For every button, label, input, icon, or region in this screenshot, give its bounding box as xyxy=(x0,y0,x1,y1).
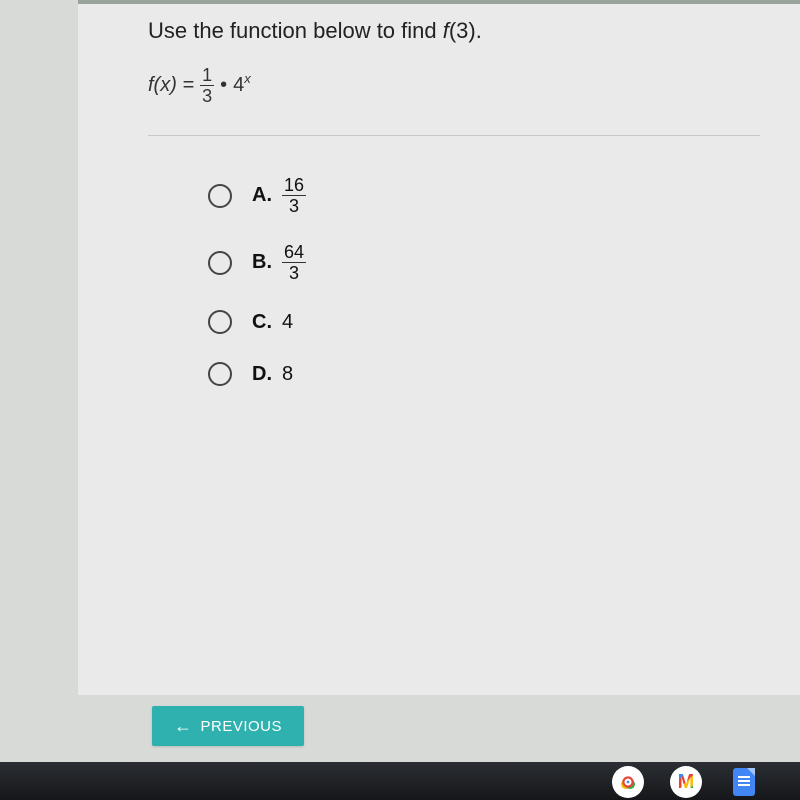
option-c[interactable]: C. 4 xyxy=(208,310,760,334)
radio-d[interactable] xyxy=(208,362,232,386)
chrome-icon[interactable] xyxy=(612,766,644,798)
option-b-den: 3 xyxy=(289,263,299,282)
option-a-den: 3 xyxy=(289,196,299,215)
frac-den: 3 xyxy=(202,86,212,105)
radio-c[interactable] xyxy=(208,310,232,334)
option-a-letter: A. xyxy=(252,184,272,207)
docs-icon[interactable] xyxy=(728,766,760,798)
option-b-num: 64 xyxy=(282,243,306,263)
option-b[interactable]: B. 64 3 xyxy=(208,243,760,282)
option-c-letter: C. xyxy=(252,311,272,334)
arrow-left-icon: ← xyxy=(174,717,193,735)
option-b-fraction: 64 3 xyxy=(282,243,306,282)
radio-a[interactable] xyxy=(208,184,232,208)
divider xyxy=(148,135,760,136)
option-b-label: B. 64 3 xyxy=(252,243,306,282)
option-d-label: D. 8 xyxy=(252,363,293,386)
option-a-num: 16 xyxy=(282,176,306,196)
question-card: Use the function below to find f(3). f(x… xyxy=(78,0,800,695)
option-c-value: 4 xyxy=(282,311,293,334)
option-b-letter: B. xyxy=(252,251,272,274)
previous-button[interactable]: ← PREVIOUS xyxy=(152,706,304,746)
formula-base: 4 xyxy=(233,74,244,96)
formula-fraction: 1 3 xyxy=(200,66,214,105)
option-a-fraction: 16 3 xyxy=(282,176,306,215)
radio-b[interactable] xyxy=(208,251,232,275)
frac-num: 1 xyxy=(200,66,214,86)
gmail-icon[interactable]: M xyxy=(670,766,702,798)
system-tray: M xyxy=(612,766,760,798)
option-a[interactable]: A. 16 3 xyxy=(208,176,760,215)
question-prompt: Use the function below to find f(3). xyxy=(148,18,760,44)
formula: f(x) = 1 3 • 4x xyxy=(148,66,760,105)
previous-label: PREVIOUS xyxy=(201,718,283,735)
option-d-value: 8 xyxy=(282,363,293,386)
formula-lhs: f(x) = xyxy=(148,74,194,97)
option-c-label: C. 4 xyxy=(252,311,293,334)
formula-dot: • xyxy=(220,74,227,97)
prompt-arg: (3). xyxy=(449,18,482,43)
prompt-text: Use the function below to find xyxy=(148,18,443,43)
option-d-letter: D. xyxy=(252,363,272,386)
option-a-label: A. 16 3 xyxy=(252,176,306,215)
option-d[interactable]: D. 8 xyxy=(208,362,760,386)
options-list: A. 16 3 B. 64 3 C. 4 xyxy=(148,176,760,386)
taskbar: M xyxy=(0,762,800,800)
formula-exp: x xyxy=(244,71,251,86)
